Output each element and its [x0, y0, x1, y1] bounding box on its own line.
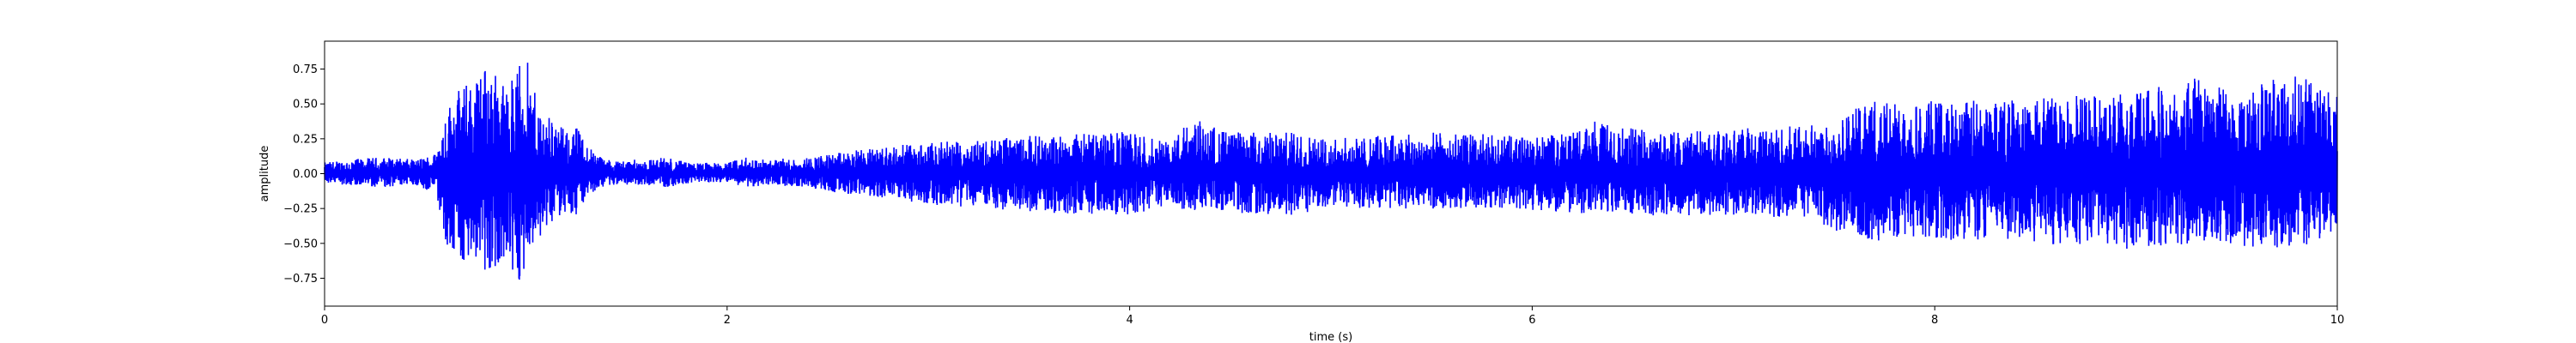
x-tick-label: 6 — [1528, 314, 1535, 327]
y-tick-label: −0.25 — [283, 203, 318, 216]
y-axis-label: amplitude — [258, 146, 271, 202]
y-axis-ticks: 0.75 0.50 0.25 0.00 −0.25 −0.50 −0.75 — [283, 63, 325, 286]
x-tick-label: 8 — [1931, 314, 1938, 327]
x-axis-ticks: 0 2 4 6 8 10 — [321, 306, 2344, 327]
y-tick-label: 0.00 — [293, 168, 318, 181]
waveform-line — [324, 63, 2338, 280]
x-tick-label: 2 — [724, 314, 731, 327]
y-tick-label: −0.75 — [283, 273, 318, 286]
waveform-series — [324, 63, 2338, 280]
y-tick-label: 0.25 — [293, 133, 318, 146]
y-tick-label: −0.50 — [283, 238, 318, 250]
x-axis-label: time (s) — [1309, 331, 1352, 343]
x-tick-label: 4 — [1126, 314, 1133, 327]
y-tick-label: 0.75 — [293, 63, 318, 76]
y-tick-label: 0.50 — [293, 99, 318, 111]
x-tick-label: 10 — [2330, 314, 2345, 327]
x-tick-label: 0 — [321, 314, 328, 327]
